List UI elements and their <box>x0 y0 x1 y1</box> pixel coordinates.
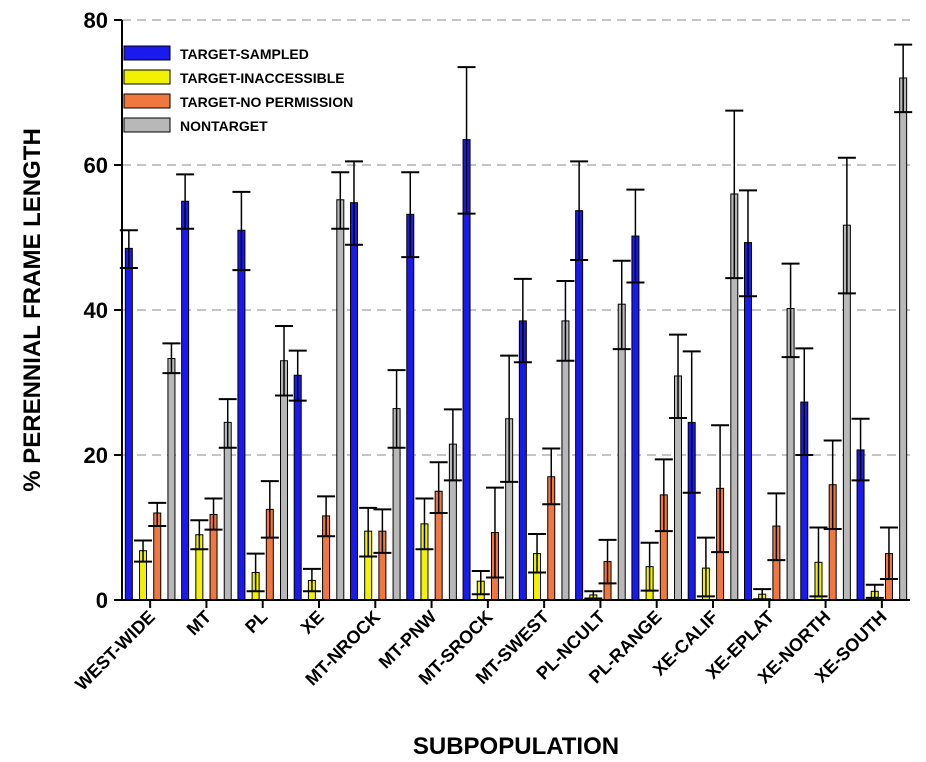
bar-2-3 <box>280 360 289 601</box>
bar-13-3 <box>899 77 908 601</box>
bar-3-3 <box>336 199 345 601</box>
bar-8-0 <box>575 210 584 601</box>
x-tick-label: PL <box>241 607 271 637</box>
x-tick-label: XE <box>297 607 328 638</box>
bars <box>119 43 913 608</box>
bar-1-3 <box>223 421 232 601</box>
legend-label: NONTARGET <box>180 118 268 134</box>
y-axis-title: % PERENNIAL FRAME LENGTH <box>19 128 46 492</box>
bar-4-0 <box>349 202 358 601</box>
y-tick-label: 80 <box>84 8 108 33</box>
x-tick-labels: WEST-WIDE MT PL XEMT-NROCKMT-PNWMT-SROCKMT-… <box>71 607 890 695</box>
y-tick-label: 40 <box>84 298 108 323</box>
bar-5-0 <box>406 213 415 601</box>
y-tick-label: 0 <box>96 588 108 613</box>
bar-7-3 <box>561 320 570 601</box>
bar-9-0 <box>631 235 640 601</box>
x-tick-label: MT <box>183 607 216 640</box>
bar-3-0 <box>293 374 302 601</box>
y-tick-label: 60 <box>84 153 108 178</box>
x-tick-label: WEST-WIDE <box>71 607 159 695</box>
legend-label: TARGET-SAMPLED <box>180 46 309 62</box>
legend-label: TARGET-NO PERMISSION <box>180 94 353 110</box>
bar-0-0 <box>124 247 133 601</box>
bar-1-0 <box>181 200 190 601</box>
y-ticks: 0 20 40 60 80 <box>84 8 122 613</box>
y-tick-label: 20 <box>84 443 108 468</box>
gridlines <box>122 19 910 456</box>
legend-swatch-2 <box>123 93 171 109</box>
legend-swatch-0 <box>123 45 171 61</box>
legend-swatch-3 <box>123 117 171 133</box>
x-axis-title: SUBPOPULATION <box>413 733 619 760</box>
bar-0-3 <box>167 358 176 601</box>
legend-label: TARGET-INACCESSIBLE <box>180 70 345 86</box>
legend-swatch-1 <box>123 69 171 85</box>
bar-2-0 <box>237 229 246 601</box>
legend: TARGET-SAMPLED TARGET-INACCESSIBLE TARGET-… <box>123 45 353 134</box>
